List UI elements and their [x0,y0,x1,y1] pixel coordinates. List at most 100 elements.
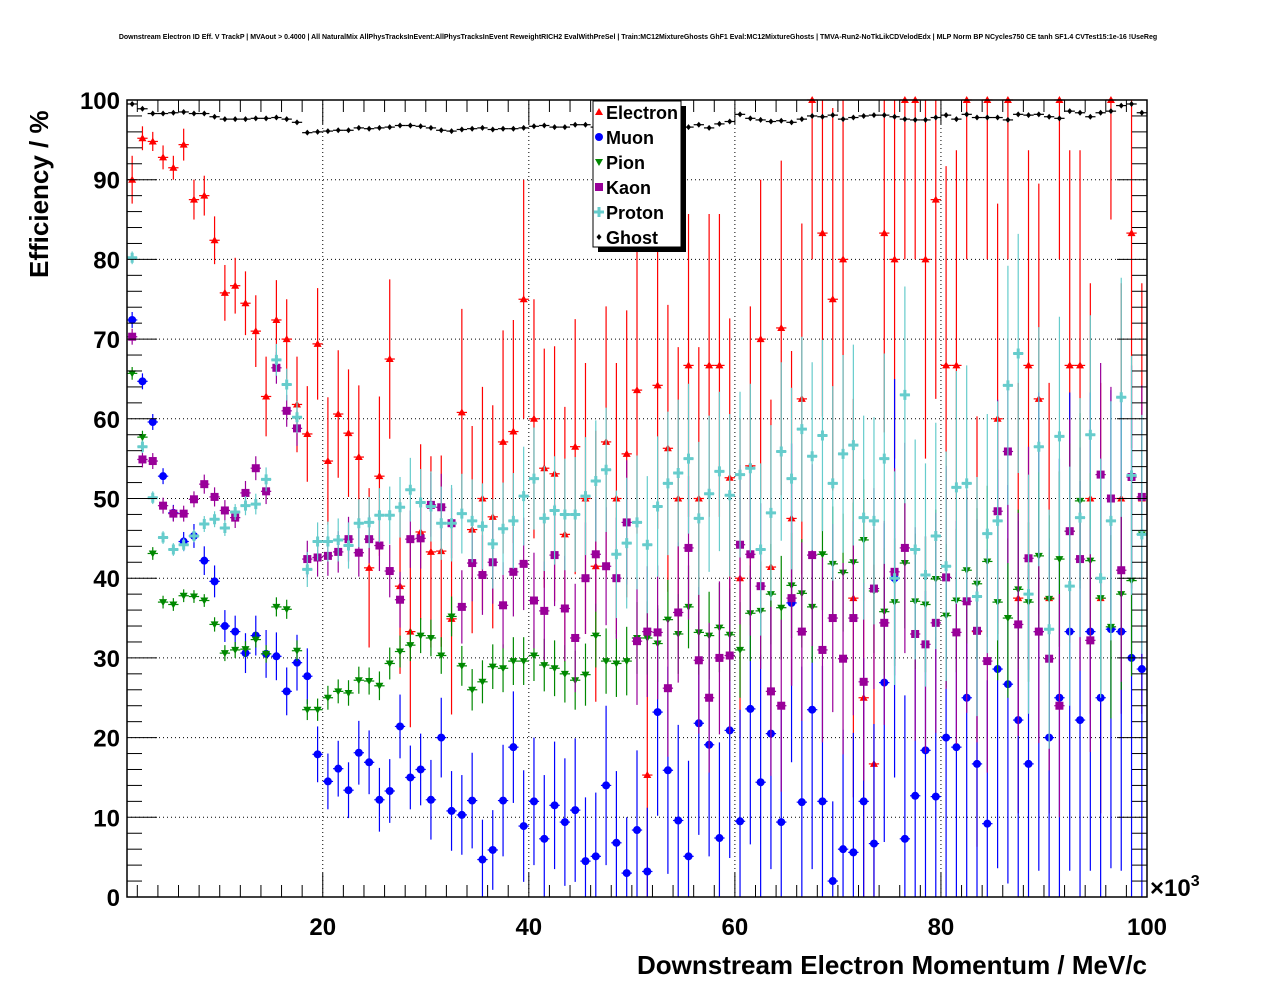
data-point-proton [951,482,962,493]
data-point-kaon [396,595,405,604]
data-point-ghost [346,127,352,134]
data-point-pion [736,646,745,654]
data-point-kaon [828,614,837,623]
data-point-pion [777,604,786,612]
data-point-proton [776,446,787,457]
data-point-proton [456,508,467,519]
data-point-electron [262,392,271,400]
data-point-proton [168,544,179,555]
data-point-electron [375,472,384,480]
data-point-muon [416,765,425,774]
data-point-muon [839,845,848,854]
data-point-ghost [840,116,846,123]
data-point-muon [128,315,137,324]
data-point-electron [684,361,693,369]
data-point-proton [1064,581,1075,592]
data-point-ghost [902,116,908,123]
data-point-muon [900,834,909,843]
data-point-kaon [766,687,775,696]
data-point-muon [148,417,157,426]
data-point-muon [138,377,147,386]
data-point-ghost [428,124,434,131]
data-point-kaon [385,567,394,576]
data-point-muon [715,834,724,843]
data-point-proton [395,502,406,513]
data-point-muon [818,797,827,806]
data-point-ghost [778,117,784,124]
data-point-muon [952,743,961,752]
data-point-pion [612,660,621,668]
data-point-ghost [335,127,341,134]
x-tick-label: 80 [928,914,955,941]
data-point-pion [488,663,497,671]
data-point-ghost [438,127,444,134]
data-point-muon [1076,716,1085,725]
data-point-kaon [282,406,291,415]
data-point-ghost [871,112,877,119]
legend-label-ghost: Ghost [606,228,658,248]
data-point-muon [859,797,868,806]
data-point-ghost [1036,111,1042,118]
data-point-electron [715,361,724,369]
data-point-electron [323,457,332,465]
data-point-ghost [356,124,362,131]
data-point-pion [138,434,147,442]
data-point-proton [889,573,900,584]
data-point-proton [796,424,807,435]
data-point-ghost [407,122,413,129]
data-point-muon [426,795,435,804]
data-point-electron [519,295,528,303]
data-point-kaon [859,677,868,686]
data-point-electron [1065,361,1074,369]
y-tick-label: 20 [93,726,120,753]
data-point-proton [1105,515,1116,526]
data-point-proton [261,474,272,485]
data-point-muon [200,556,209,565]
data-point-pion [478,678,487,686]
data-point-proton [292,412,302,423]
data-point-proton [384,510,395,521]
data-point-proton [271,354,282,365]
data-point-proton [570,509,581,520]
data-point-kaon [519,559,528,568]
data-point-ghost [150,110,156,117]
data-point-ghost [490,126,496,133]
data-point-kaon [189,495,198,504]
data-point-ghost [572,121,578,128]
legend-marker-muon [595,133,603,141]
data-point-pion [416,632,425,640]
data-point-electron [509,427,518,435]
data-point-ghost [531,123,537,130]
x-multiplier-base: ×10 [1150,875,1191,902]
data-point-muon [540,834,549,843]
data-point-proton [1054,431,1065,442]
data-point-ghost [160,110,166,117]
data-point-pion [468,686,477,694]
data-point-electron [942,361,951,369]
data-point-proton [559,509,570,520]
x-tick-label: 40 [515,914,542,941]
data-point-kaon [241,488,250,497]
data-point-ghost [459,126,465,133]
data-point-proton [498,523,509,534]
data-point-pion [581,671,590,679]
data-point-muon [911,791,920,800]
data-point-electron [828,295,837,303]
data-point-muon [633,826,641,835]
data-point-ghost [500,125,506,132]
data-point-proton [652,501,663,512]
data-point-muon [797,798,806,807]
data-point-ghost [850,114,856,121]
data-point-pion [385,660,394,668]
data-point-muon [643,867,652,876]
data-point-kaon [148,457,157,466]
data-point-kaon [128,332,137,341]
data-point-proton [1023,589,1034,600]
data-point-kaon [602,562,611,571]
data-point-kaon [900,543,909,552]
data-point-proton [137,441,148,452]
data-point-muon [653,708,662,717]
data-point-pion [262,650,271,658]
data-point-muon [869,839,878,848]
data-point-proton [642,539,653,550]
